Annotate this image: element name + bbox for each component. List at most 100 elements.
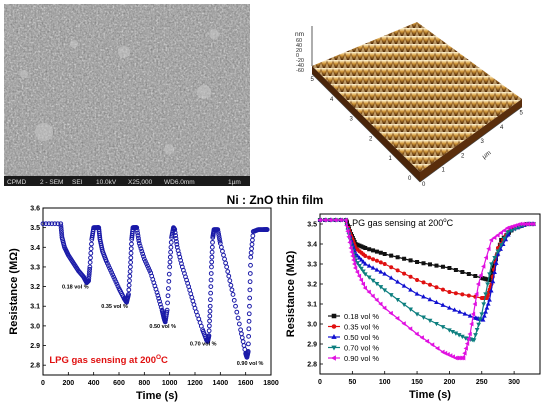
data-point	[134, 227, 140, 233]
data-point	[138, 246, 144, 252]
data-point	[401, 302, 407, 308]
data-point	[427, 318, 433, 324]
data-point	[492, 269, 497, 275]
data-point	[382, 261, 387, 266]
chart-right-panel: 0 50 100 150 200 250 300 2.8 2.9 3.0 3.1 3.2 3.3 3.4 3…	[280, 203, 550, 408]
data-point	[382, 305, 387, 311]
data-point	[434, 263, 439, 268]
x-axis-title: Time (s)	[136, 390, 178, 402]
y-tick-label: 3.6	[30, 206, 40, 213]
data-point	[221, 252, 226, 258]
y-tick-label: 2.8	[307, 362, 317, 369]
data-point	[486, 246, 491, 252]
y-tick-label: 2.8	[30, 363, 40, 370]
data-point	[127, 273, 133, 279]
data-point	[135, 233, 141, 238]
data-point	[388, 310, 393, 316]
data-point	[58, 225, 64, 231]
plot-frame	[42, 207, 272, 376]
data-point	[247, 295, 253, 301]
legend-label: 0.70 vol %	[344, 343, 379, 352]
data-point	[168, 249, 174, 255]
data-point	[225, 269, 231, 274]
afm-surface	[312, 22, 522, 172]
data-point	[154, 290, 160, 295]
plot-frame	[319, 213, 541, 375]
data-point	[86, 273, 92, 279]
data-point	[209, 254, 215, 260]
data-point	[174, 241, 180, 247]
data-point	[52, 221, 58, 227]
data-point	[245, 349, 251, 354]
data-point	[240, 339, 246, 345]
data-point	[207, 303, 213, 309]
y-tick-label: 3.0	[307, 322, 317, 329]
data-point	[206, 333, 212, 339]
data-point	[421, 315, 426, 320]
data-point	[351, 257, 356, 263]
data-point	[388, 275, 394, 280]
afm-y-tick-label: 2	[369, 136, 373, 142]
data-point	[174, 239, 179, 244]
data-point	[345, 228, 350, 234]
data-point	[457, 309, 463, 314]
data-point	[374, 258, 379, 263]
data-point	[347, 240, 352, 245]
data-point	[370, 265, 376, 270]
data-point	[492, 235, 497, 240]
afm-z-tick-label: -20	[296, 58, 304, 64]
afm-surface-front-left	[312, 66, 420, 182]
data-point	[363, 246, 368, 250]
data-point	[359, 257, 364, 262]
data-point	[490, 278, 496, 284]
data-point	[434, 299, 439, 305]
data-point	[358, 277, 364, 283]
data-point	[128, 259, 134, 265]
data-point	[88, 255, 93, 261]
data-point	[127, 269, 133, 274]
y-tick-label: 3.5	[30, 225, 40, 232]
data-point	[110, 272, 116, 278]
x-tick-label: 0	[41, 380, 45, 387]
data-point	[239, 335, 245, 341]
data-point	[40, 221, 46, 227]
data-point	[208, 277, 214, 283]
afm-x-ticks: 0 1 2 3 4 5	[422, 111, 524, 189]
afm-x-tick-label: 1	[442, 168, 446, 174]
data-point	[168, 239, 174, 245]
data-point	[463, 346, 468, 351]
legend-marker	[331, 333, 337, 339]
data-point	[470, 311, 476, 317]
chart-right: 0 50 100 150 200 250 300 2.8 2.9 3.0 3.1 3.2 3.3 3.4 3…	[285, 213, 541, 401]
data-point	[129, 241, 134, 247]
data-point	[241, 343, 247, 348]
data-point	[247, 287, 253, 293]
data-point	[408, 274, 413, 279]
data-point	[246, 341, 251, 347]
x-tick-label: 150	[411, 379, 423, 386]
data-point	[477, 317, 483, 322]
data-point	[493, 260, 499, 265]
data-point	[474, 291, 479, 297]
data-point	[452, 307, 457, 312]
data-point	[408, 258, 413, 263]
data-point	[378, 285, 384, 290]
data-point	[453, 331, 459, 336]
data-point	[209, 249, 215, 255]
data-point	[395, 255, 400, 260]
y-tick-label: 3.3	[30, 264, 40, 271]
series-0-90-vol-	[317, 217, 536, 361]
afm-y-tick-label: 0	[408, 176, 412, 182]
legend-marker	[331, 324, 337, 329]
data-point	[382, 288, 388, 293]
data-point	[408, 307, 413, 312]
y-tick-label: 3.1	[307, 302, 317, 309]
data-point	[103, 258, 109, 264]
afm-x-tick-label: 3	[481, 139, 485, 145]
data-point	[113, 279, 119, 285]
data-point	[460, 355, 466, 361]
data-point	[434, 321, 439, 327]
data-point	[216, 231, 222, 237]
data-point	[478, 272, 483, 278]
